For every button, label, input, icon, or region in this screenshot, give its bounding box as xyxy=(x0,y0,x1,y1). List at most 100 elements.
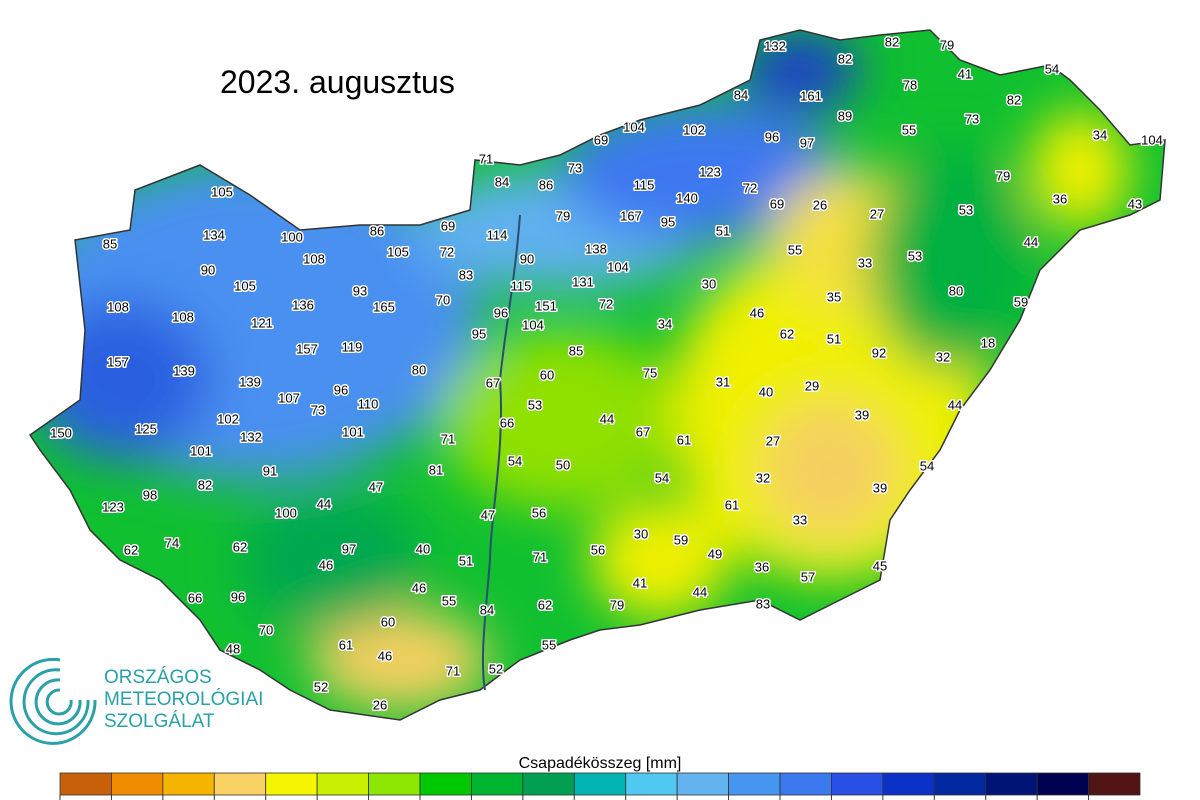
station-value: 31 xyxy=(716,374,730,389)
station-value: 140 xyxy=(676,190,698,205)
colorbar-swatch xyxy=(111,772,164,796)
station-value: 134 xyxy=(203,227,225,242)
station-value: 60 xyxy=(540,367,554,382)
station-value: 44 xyxy=(600,411,614,426)
station-value: 114 xyxy=(487,227,508,242)
station-value: 84 xyxy=(495,174,509,189)
station-value: 90 xyxy=(201,262,215,277)
station-value: 79 xyxy=(556,208,570,223)
station-value: 74 xyxy=(165,535,179,550)
station-value: 62 xyxy=(124,542,138,557)
station-value: 84 xyxy=(480,602,494,617)
station-value: 81 xyxy=(429,462,443,477)
station-value: 27 xyxy=(870,206,884,221)
logo-line: METEOROLÓGIAI xyxy=(104,688,263,710)
station-value: 55 xyxy=(542,637,556,652)
station-value: 86 xyxy=(539,177,553,192)
colorbar-swatch xyxy=(419,772,472,796)
station-value: 139 xyxy=(239,374,261,389)
legend-title: Csapadékösszeg [mm] xyxy=(519,755,682,772)
station-value: 62 xyxy=(233,539,247,554)
station-value: 75 xyxy=(643,365,657,380)
station-value: 82 xyxy=(885,34,899,49)
station-value: 104 xyxy=(623,119,645,134)
station-value: 40 xyxy=(759,384,773,399)
station-value: 98 xyxy=(143,487,157,502)
station-value: 46 xyxy=(319,557,333,572)
station-value: 123 xyxy=(699,164,721,179)
station-value: 104 xyxy=(607,259,629,274)
station-value: 36 xyxy=(1053,191,1067,206)
station-value: 26 xyxy=(373,697,387,712)
station-value: 132 xyxy=(240,429,262,444)
station-value: 54 xyxy=(1045,61,1059,76)
station-value: 108 xyxy=(107,299,129,314)
colorbar-swatch xyxy=(316,772,369,796)
station-value: 36 xyxy=(755,559,769,574)
station-value: 39 xyxy=(855,407,869,422)
station-value: 105 xyxy=(387,244,409,259)
station-value: 70 xyxy=(259,622,273,637)
station-value: 139 xyxy=(173,363,195,378)
station-value: 30 xyxy=(702,276,716,291)
station-value: 121 xyxy=(251,315,273,330)
station-value: 35 xyxy=(827,289,841,304)
station-value: 34 xyxy=(658,316,672,331)
station-value: 167 xyxy=(620,208,642,223)
station-value: 82 xyxy=(198,477,212,492)
station-value: 18 xyxy=(981,335,995,350)
station-value: 73 xyxy=(965,111,979,126)
station-value: 108 xyxy=(303,251,325,266)
station-value: 104 xyxy=(522,317,544,332)
station-value: 55 xyxy=(442,593,456,608)
station-value: 29 xyxy=(805,378,819,393)
station-value: 55 xyxy=(902,122,916,137)
colorbar-swatch xyxy=(625,772,678,796)
station-value: 47 xyxy=(369,479,383,494)
station-value: 30 xyxy=(634,526,648,541)
station-value: 101 xyxy=(342,424,364,439)
station-value: 60 xyxy=(381,614,395,629)
station-value: 82 xyxy=(838,51,852,66)
station-value: 61 xyxy=(339,637,353,652)
station-value: 96 xyxy=(334,382,348,397)
station-value: 161 xyxy=(800,88,822,103)
colorbar-swatch xyxy=(1088,772,1141,796)
station-value: 54 xyxy=(655,470,669,485)
station-value: 115 xyxy=(511,278,532,293)
station-value: 101 xyxy=(190,443,212,458)
colorbar xyxy=(59,772,1141,800)
station-value: 32 xyxy=(756,470,770,485)
station-value: 62 xyxy=(538,597,552,612)
station-value: 53 xyxy=(528,397,542,412)
colorbar-swatch xyxy=(933,772,987,796)
station-value: 102 xyxy=(683,122,705,137)
station-value: 96 xyxy=(231,589,245,604)
station-value: 108 xyxy=(172,309,194,324)
station-value: 82 xyxy=(1007,92,1021,107)
station-value: 47 xyxy=(481,507,495,522)
station-value: 95 xyxy=(472,326,486,341)
station-value: 91 xyxy=(263,463,277,478)
station-value: 73 xyxy=(568,160,582,175)
station-value: 96 xyxy=(494,305,508,320)
station-value: 51 xyxy=(716,223,730,238)
station-value: 56 xyxy=(591,542,605,557)
station-value: 71 xyxy=(533,549,547,564)
logo xyxy=(9,657,97,745)
station-value: 67 xyxy=(486,375,500,390)
station-value: 97 xyxy=(800,135,814,150)
station-value: 44 xyxy=(1024,234,1038,249)
station-value: 55 xyxy=(788,242,802,257)
station-value: 80 xyxy=(949,283,963,298)
station-value: 157 xyxy=(107,354,129,369)
station-value: 33 xyxy=(858,255,872,270)
station-value: 44 xyxy=(693,584,707,599)
station-value: 71 xyxy=(479,151,493,166)
station-value: 40 xyxy=(416,541,430,556)
station-value: 100 xyxy=(275,505,297,520)
station-value: 46 xyxy=(378,648,392,663)
logo-line: SZOLGÁLAT xyxy=(104,711,215,732)
station-value: 71 xyxy=(446,663,460,678)
station-value: 138 xyxy=(585,241,607,256)
